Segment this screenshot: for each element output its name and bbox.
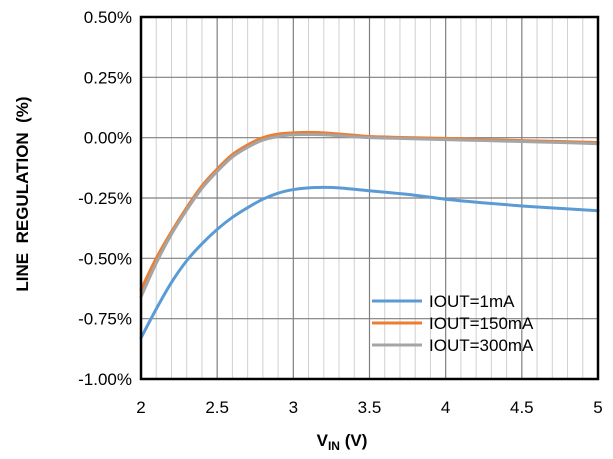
x-tick-label: 4 [441, 398, 450, 417]
y-tick-label: -0.25% [78, 189, 132, 208]
y-axis-tick-labels: 0.50% 0.25% 0.00% -0.25% -0.50% -0.75% -1.00% [78, 8, 132, 389]
y-tick-label: -0.50% [78, 249, 132, 268]
plot-frame [139, 15, 600, 381]
x-axis-tick-labels: 2 2.5 3 3.5 4 4.5 5 [136, 398, 602, 417]
series-lines [139, 130, 600, 340]
x-tick-label: 3.5 [358, 398, 382, 417]
x-tick-label: 3 [289, 398, 298, 417]
x-axis-title-unit: (V) [340, 431, 367, 450]
x-axis-title: VIN (V) [317, 431, 368, 453]
y-axis-title: LINE REGULATION (%) [13, 96, 32, 291]
series-line-1 [139, 185, 600, 340]
y-tick-label: -1.00% [78, 370, 132, 389]
x-tick-label: 2 [136, 398, 145, 417]
x-axis-title-sub: IN [328, 439, 340, 453]
series-line-3 [139, 133, 600, 299]
grid [141, 17, 598, 379]
x-tick-label: 4.5 [510, 398, 534, 417]
x-tick-label: 2.5 [205, 398, 229, 417]
legend-label: IOUT=150mA [429, 314, 534, 333]
legend-label: IOUT=300mA [429, 336, 534, 355]
legend-label: IOUT=1mA [429, 292, 515, 311]
y-tick-label: -0.75% [78, 310, 132, 329]
x-tick-label: 5 [593, 398, 602, 417]
legend: IOUT=1mA IOUT=150mA IOUT=300mA [372, 292, 534, 355]
y-tick-label: 0.25% [84, 68, 132, 87]
x-axis-title-main: V [317, 431, 329, 450]
y-tick-label: 0.00% [84, 129, 132, 148]
y-tick-label: 0.50% [84, 8, 132, 27]
